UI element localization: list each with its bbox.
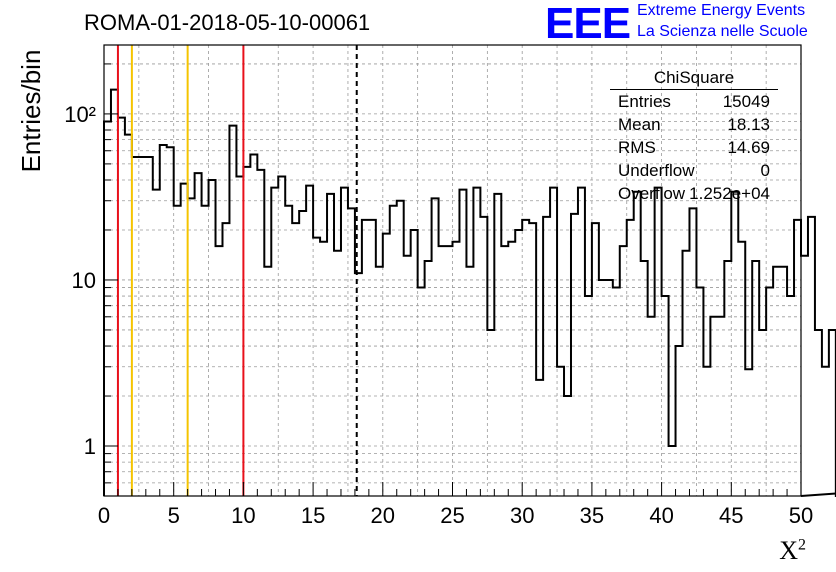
x-tick-label: 0 xyxy=(98,503,110,528)
x-tick-label: 15 xyxy=(301,503,325,528)
x-tick-label: 5 xyxy=(168,503,180,528)
stats-divider xyxy=(610,89,778,90)
stats-key: Overflow xyxy=(618,184,686,203)
x-tick-label: 50 xyxy=(789,503,813,528)
x-tick-label: 35 xyxy=(580,503,604,528)
x-tick-label: 30 xyxy=(510,503,534,528)
stats-row-overflow: Overflow 1.252e+04 xyxy=(618,184,770,206)
stats-row-rms: RMS 14.69 xyxy=(618,138,770,160)
x-tick-label: 45 xyxy=(719,503,743,528)
stats-value: 15049 xyxy=(722,92,770,111)
stats-key: Entries xyxy=(618,92,671,111)
stats-value: 1.252e+04 xyxy=(689,184,770,203)
stats-title: ChiSquare xyxy=(653,68,735,87)
eee-logo: EEE xyxy=(545,0,631,48)
x-axis-label: X2 xyxy=(779,536,806,565)
stats-row-entries: Entries 15049 xyxy=(618,92,770,114)
stats-key: RMS xyxy=(618,138,656,157)
y-tick-label: 10 xyxy=(72,268,96,293)
logo-line-1: Extreme Energy Events xyxy=(637,2,806,19)
stats-value: 0 xyxy=(760,161,770,180)
y-axis-label: Entries/bin xyxy=(16,49,46,173)
stats-row-mean: Mean 18.13 xyxy=(618,115,770,137)
x-tick-label: 40 xyxy=(649,503,673,528)
x-tick-label: 25 xyxy=(440,503,464,528)
histogram-outline xyxy=(103,88,836,497)
stats-row-underflow: Underflow 0 xyxy=(618,161,770,183)
x-tick-label: 10 xyxy=(231,503,255,528)
stats-value: 18.13 xyxy=(727,115,770,134)
stats-key: Mean xyxy=(618,115,661,134)
stats-box: ChiSquare Entries 15049 Mean 18.13 RMS 1… xyxy=(610,66,778,208)
x-tick-label: 20 xyxy=(371,503,395,528)
y-tick-label: 1 xyxy=(84,434,96,459)
y-tick-label: 10² xyxy=(64,102,96,127)
logo-line-2: La Scienza nelle Scuole xyxy=(637,23,808,40)
stats-key: Underflow xyxy=(618,161,695,180)
stats-value: 14.69 xyxy=(727,138,770,157)
chart-title: ROMA-01-2018-05-10-00061 xyxy=(84,10,371,35)
